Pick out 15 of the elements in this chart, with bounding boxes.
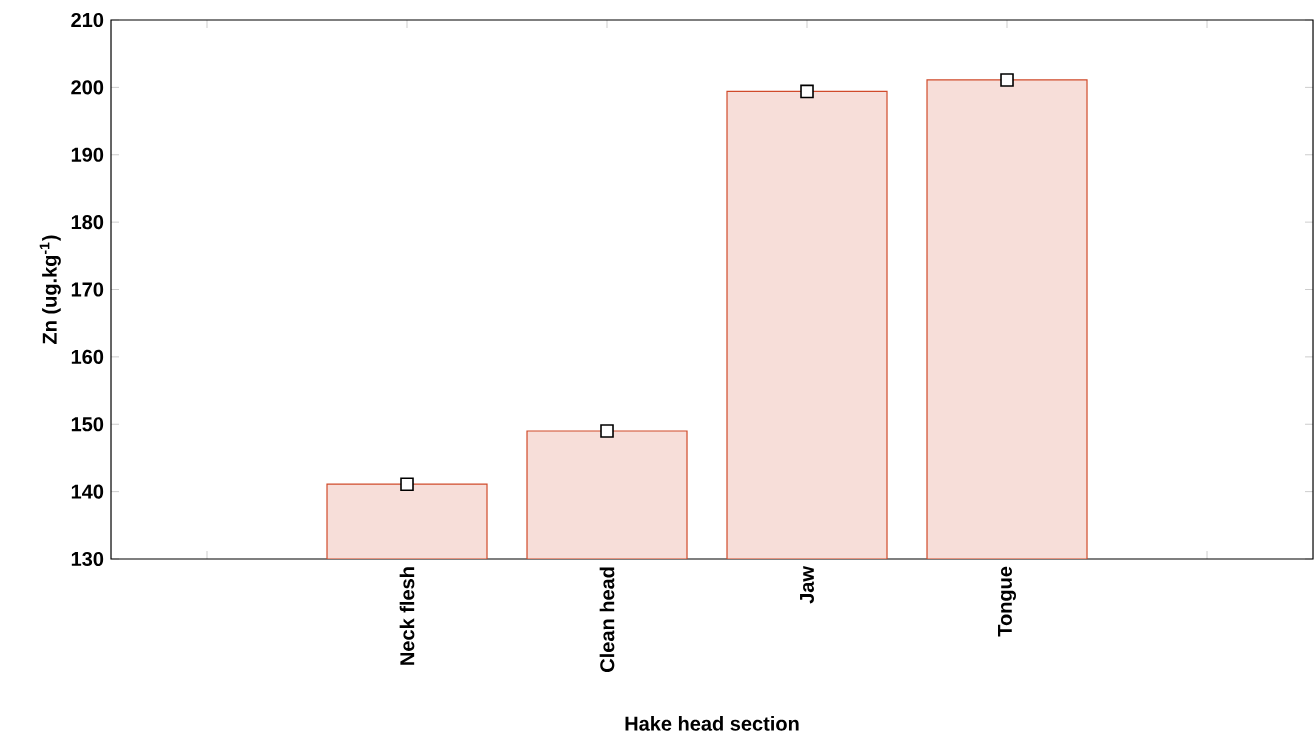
y-tick-label: 210 (71, 12, 104, 28)
y-axis-title: Zn (ug.kg$^{-1}$) (39, 235, 61, 344)
x-tick-label: Tongue (998, 566, 1017, 637)
y-tick-label: 140 (71, 484, 104, 499)
y-tick-label: 190 (71, 147, 104, 162)
y-tick-label: 200 (71, 80, 104, 95)
y-tick-label: 150 (71, 417, 104, 432)
y-tick-label: 160 (71, 349, 104, 364)
x-tick-label: Neck flesh (399, 567, 415, 665)
x-tick-label: Clean head (599, 567, 615, 672)
x-axis-title: Hake head section (625, 716, 799, 731)
x-tick-label: Jaw (800, 566, 814, 604)
y-tick-label: 130 (71, 551, 104, 567)
y-tick-label: 180 (71, 215, 104, 230)
y-tick-label: 170 (71, 282, 104, 297)
